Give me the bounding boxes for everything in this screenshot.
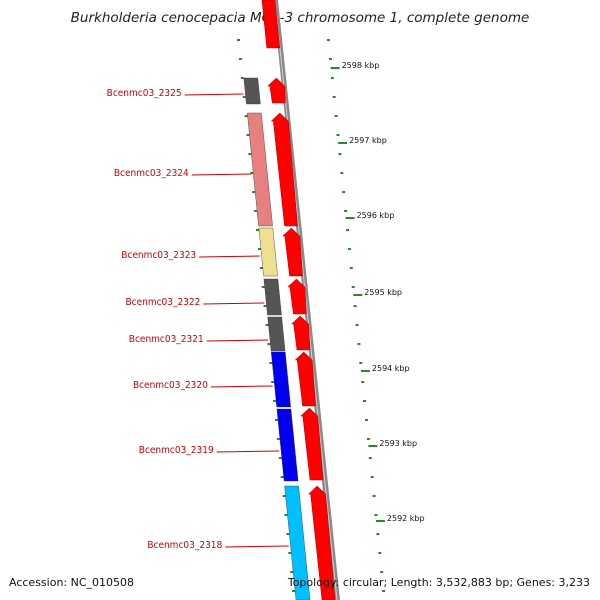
forward-gene-arrow [307,485,336,600]
gene-label: Bcenmc03_2325 [106,88,182,99]
gene-block [258,227,278,277]
gene-block [267,316,286,352]
gene-label: Bcenmc03_2324 [113,168,189,179]
scale-label: 2594 kbp [371,364,410,373]
gene-block [284,485,311,600]
gene-label-line [216,450,280,453]
scale-label: 2593 kbp [379,439,418,448]
gene-label-line [184,93,244,96]
gene-label: Bcenmc03_2321 [128,334,204,345]
accession-text: Accession: NC_010508 [9,576,135,589]
gene-label: Bcenmc03_2319 [138,445,214,456]
gene-label-lines [184,93,289,548]
forward-gene-arrow [287,278,307,315]
forward-gene-arrow [300,407,324,481]
forward-gene-arrow [270,112,298,227]
gene-block [270,351,291,408]
gene-label: Bcenmc03_2323 [121,250,197,261]
gene-label: Bcenmc03_2322 [125,297,201,308]
gene-label-line [225,545,289,548]
gene-block [243,77,261,105]
forward-gene-arrow [294,351,316,407]
gene-label-line [203,302,265,305]
scale-label: 2598 kbp [341,61,380,70]
gene-label-line [191,173,252,176]
scale-ticks-left [237,39,296,592]
scale-label: 2596 kbp [356,211,395,220]
topology-text: Topology: circular; Length: 3,532,883 bp… [287,576,590,589]
scale-label: 2592 kbp [386,514,425,523]
forward-gene-arrow [267,77,286,104]
forward-gene-arrow [290,315,311,351]
gene-block [276,408,299,482]
gene-block [263,278,282,316]
gene-label: Bcenmc03_2320 [132,380,208,391]
scale-ticks-right [327,39,386,592]
gene-block [247,112,273,227]
gene-label-line [199,255,260,258]
gene-label-line [206,339,269,342]
forward-gene-arrow [261,0,281,49]
scale-label: 2597 kbp [349,136,387,145]
scale-label: 2595 kbp [364,288,402,297]
gene-label-line [210,385,273,388]
gene-features [243,0,336,600]
gene-label: Bcenmc03_2318 [147,540,223,551]
forward-gene-arrow [282,227,303,277]
map-title: Burkholderia cenocepacia MC0-3 chromosom… [70,10,530,26]
